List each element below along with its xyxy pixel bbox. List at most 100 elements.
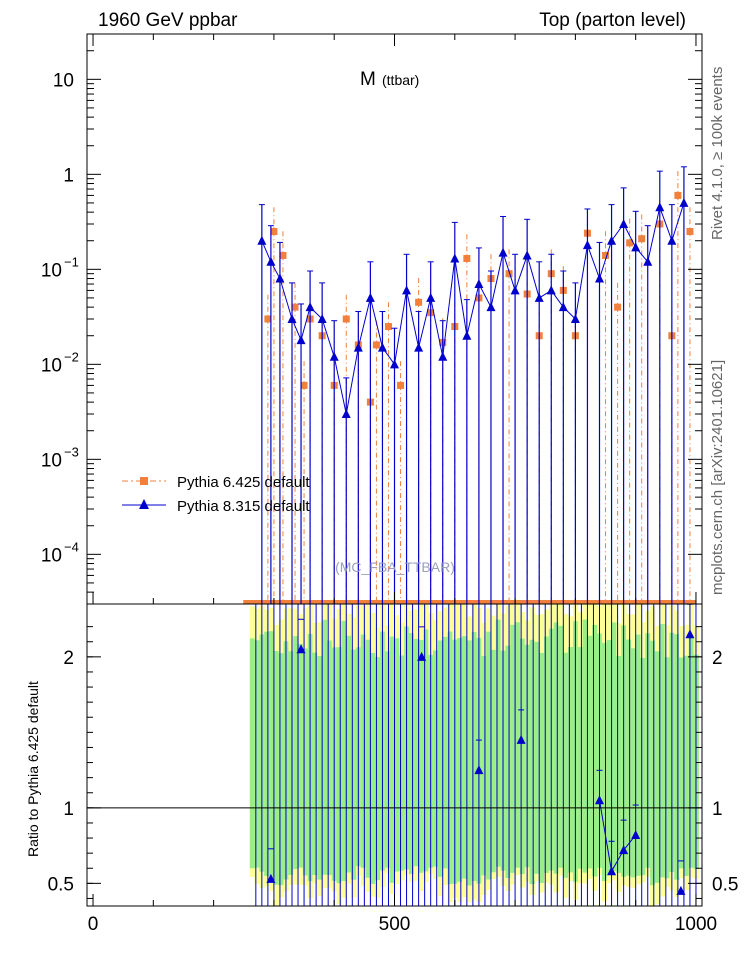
band-green xyxy=(577,646,584,869)
band-green xyxy=(437,640,444,877)
band-green xyxy=(683,655,690,876)
p6-floor-point xyxy=(412,600,420,604)
p6-floor-point xyxy=(514,600,522,604)
p6-floor-point xyxy=(418,600,426,604)
p8-point xyxy=(534,292,544,302)
p6-point xyxy=(264,315,272,323)
p8-point xyxy=(402,285,412,295)
p6-point xyxy=(342,315,350,323)
band-green xyxy=(273,650,280,885)
band-green xyxy=(529,639,535,885)
p6-floor-point xyxy=(454,600,462,604)
ratio-point xyxy=(685,629,695,639)
p6-floor-point xyxy=(623,600,631,604)
p8-point xyxy=(317,314,327,323)
band-green xyxy=(679,657,685,869)
ytick-exp-5: −4 xyxy=(64,539,79,554)
p8-point xyxy=(643,256,653,266)
p6-floor-point xyxy=(321,600,329,604)
ytick-label-0: 10 xyxy=(53,70,74,91)
band-green xyxy=(601,642,608,882)
p6-floor-point xyxy=(520,600,528,604)
p6-point xyxy=(372,341,380,349)
p6-point xyxy=(415,298,423,306)
p6-point xyxy=(614,303,622,311)
band-green xyxy=(515,622,521,868)
p6-floor-point xyxy=(496,600,504,604)
p6-point xyxy=(686,228,694,236)
p6-floor-point xyxy=(689,600,697,604)
p6-floor-point xyxy=(327,600,335,604)
p6-floor-point xyxy=(556,600,564,604)
band-green xyxy=(346,635,352,873)
p6-floor-point xyxy=(484,600,492,604)
band-green xyxy=(254,640,260,868)
band-green xyxy=(630,648,637,878)
ratio-line xyxy=(599,800,637,873)
p6-floor-point xyxy=(351,600,359,604)
p6-floor-point xyxy=(261,600,269,604)
header-right: Top (parton level) xyxy=(539,10,686,31)
band-green xyxy=(326,640,333,876)
plot-title-main: M xyxy=(360,69,376,90)
p6-floor-point xyxy=(641,600,649,604)
p6-floor-point xyxy=(611,600,619,604)
p6-point xyxy=(463,255,471,263)
p6-point xyxy=(270,228,278,236)
band-green xyxy=(389,636,395,883)
band-green xyxy=(269,631,275,878)
ytick-exp-3: −2 xyxy=(64,349,79,364)
p6-point xyxy=(626,239,634,247)
band-green xyxy=(360,634,367,868)
p8-point xyxy=(426,292,436,302)
p8-point xyxy=(365,292,375,302)
p8-point xyxy=(522,250,532,260)
p6-floor-point xyxy=(599,600,607,604)
ytick-ratio-label-0: 0.5 xyxy=(48,874,74,895)
p6-floor-point xyxy=(647,600,655,604)
ytick-exp-2: −1 xyxy=(64,254,79,269)
p6-floor-point xyxy=(249,600,257,604)
p6-floor-point xyxy=(424,600,432,604)
p8-point xyxy=(655,202,665,212)
p6-floor-point xyxy=(303,600,311,604)
band-green xyxy=(418,639,424,873)
band-green xyxy=(592,624,598,877)
band-green xyxy=(312,652,318,876)
p6-floor-point xyxy=(466,600,474,604)
p6-floor-point xyxy=(683,600,691,604)
p6-floor-point xyxy=(562,600,570,604)
band-green xyxy=(288,651,294,875)
band-green xyxy=(505,645,511,878)
p6-floor-point xyxy=(671,600,679,604)
p8-point xyxy=(377,342,387,352)
ratio-ylabel: Ratio to Pythia 6.425 default xyxy=(25,681,41,857)
band-green xyxy=(317,656,323,880)
band-green xyxy=(490,649,497,873)
p6-floor-point xyxy=(442,600,450,604)
band-green xyxy=(674,634,680,880)
p6-floor-point xyxy=(243,600,251,604)
ratio-point xyxy=(631,830,641,840)
p6-point xyxy=(638,235,646,243)
p8-point xyxy=(438,351,448,361)
ratio-point xyxy=(296,644,306,654)
p8-point xyxy=(546,285,556,295)
band-green xyxy=(341,620,347,881)
p6-floor-point xyxy=(279,600,287,604)
band-green xyxy=(688,636,695,868)
ratio-point xyxy=(417,651,427,661)
p6-floor-point xyxy=(333,600,341,604)
p6-floor-point xyxy=(635,600,643,604)
p6-floor-point xyxy=(369,600,377,604)
p8-point xyxy=(595,273,604,283)
p6-point xyxy=(602,251,610,259)
band-green xyxy=(568,646,574,873)
band-green xyxy=(563,652,569,878)
p8-point xyxy=(353,342,363,352)
band-green xyxy=(534,641,540,874)
band-green xyxy=(264,631,270,876)
p6-floor-point xyxy=(448,600,456,604)
p8-point xyxy=(287,314,297,323)
